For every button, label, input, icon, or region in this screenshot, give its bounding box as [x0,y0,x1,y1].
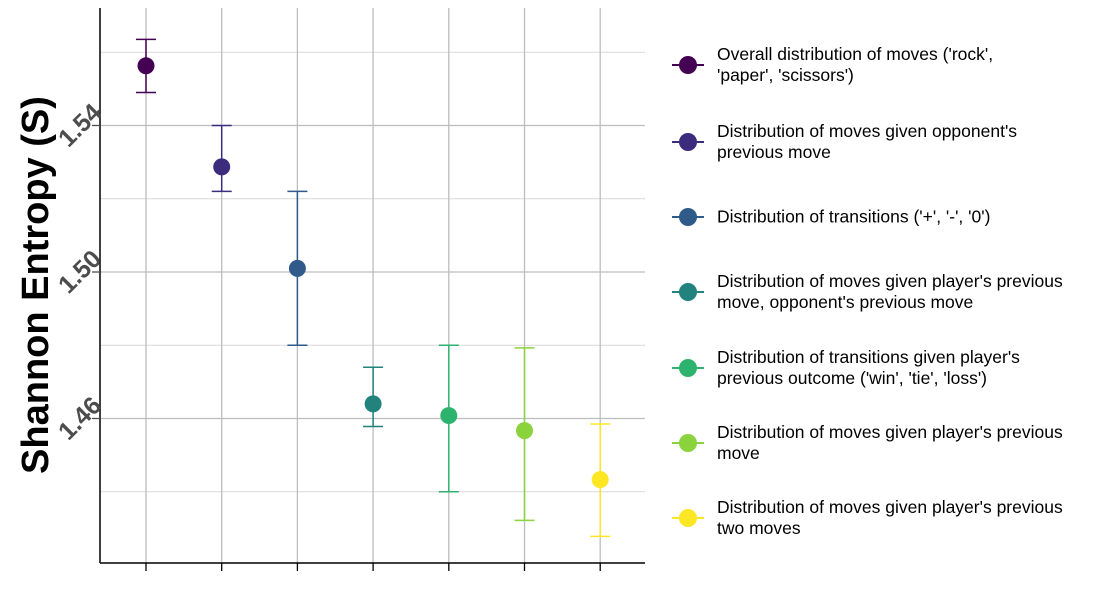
legend-swatch [672,55,704,75]
legend-label-line: move [717,443,760,463]
data-point [213,158,231,176]
legend-label-line: previous move [717,142,831,162]
series-mark [514,347,535,522]
grid-lines [100,8,645,563]
legend-label: Overall distribution of moves ('rock','p… [717,44,1097,86]
legend-item: Distribution of transitions given player… [672,343,1100,393]
legend-label-line: previous outcome ('win', 'tie', 'loss') [717,368,988,388]
legend-label-line: Distribution of transitions given player… [717,347,1020,367]
series-mark [136,38,156,94]
legend-label-line: Distribution of transitions ('+', '-', '… [717,206,991,227]
legend: Overall distribution of moves ('rock','p… [672,0,1100,600]
legend-label: Distribution of moves given player's pre… [717,422,1097,464]
y-tick-label: 1.54 [53,98,107,152]
legend-label-line: two moves [717,518,801,538]
legend-item: Distribution of transitions ('+', '-', '… [672,192,1100,242]
y-axis-label: Shannon Entropy (S) [15,96,57,474]
legend-swatch [672,132,704,152]
chart-plot: 1.46 1.50 1.54 Shannon Entropy (S) [15,8,645,571]
legend-item: Distribution of moves given player's pre… [672,493,1100,543]
legend-label: Distribution of moves given player's pre… [717,497,1097,539]
legend-label-line: Distribution of moves given opponent's [717,121,1018,141]
legend-item: Distribution of moves given player's pre… [672,418,1100,468]
series-mark [363,366,384,428]
legend-label-line: Distribution of moves given player's pre… [717,271,1063,291]
y-tick-label: 1.50 [53,245,107,299]
legend-label-line: Overall distribution of moves ('rock', [717,44,994,64]
data-point [591,471,609,489]
legend-label-line: move, opponent's previous move [717,292,974,312]
legend-item: Overall distribution of moves ('rock','p… [672,40,1100,90]
legend-item: Distribution of moves given opponent's pr… [672,117,1100,167]
data-point [516,422,533,440]
legend-label: Distribution of moves given player's pre… [717,271,1097,313]
data-point [440,407,458,425]
data-point [288,259,306,277]
legend-swatch [672,508,704,528]
data-marks [136,38,611,538]
legend-label-line: Distribution of moves given player's pre… [717,422,1063,442]
data-point [137,57,155,75]
axes [99,8,645,571]
series-mark [438,344,459,493]
legend-label: Distribution of transitions given player… [717,347,1097,389]
legend-swatch [672,207,704,227]
data-point [364,395,382,413]
legend-swatch [672,358,704,378]
y-tick-label: 1.46 [53,391,107,445]
legend-swatch [672,282,704,302]
legend-label-line: Distribution of moves given player's pre… [717,497,1063,517]
legend-swatch [672,433,704,453]
tick-labels: 1.46 1.50 1.54 [53,98,107,445]
legend-label-line: 'paper', 'scissors') [717,65,854,85]
legend-label: Distribution of moves given opponent's pr… [717,121,1097,163]
legend-label: Distribution of transitions ('+', '-', '… [717,207,1097,228]
series-mark [287,190,308,346]
legend-item: Distribution of moves given player's pre… [672,267,1100,317]
series-mark [590,423,611,538]
series-mark [211,124,232,193]
